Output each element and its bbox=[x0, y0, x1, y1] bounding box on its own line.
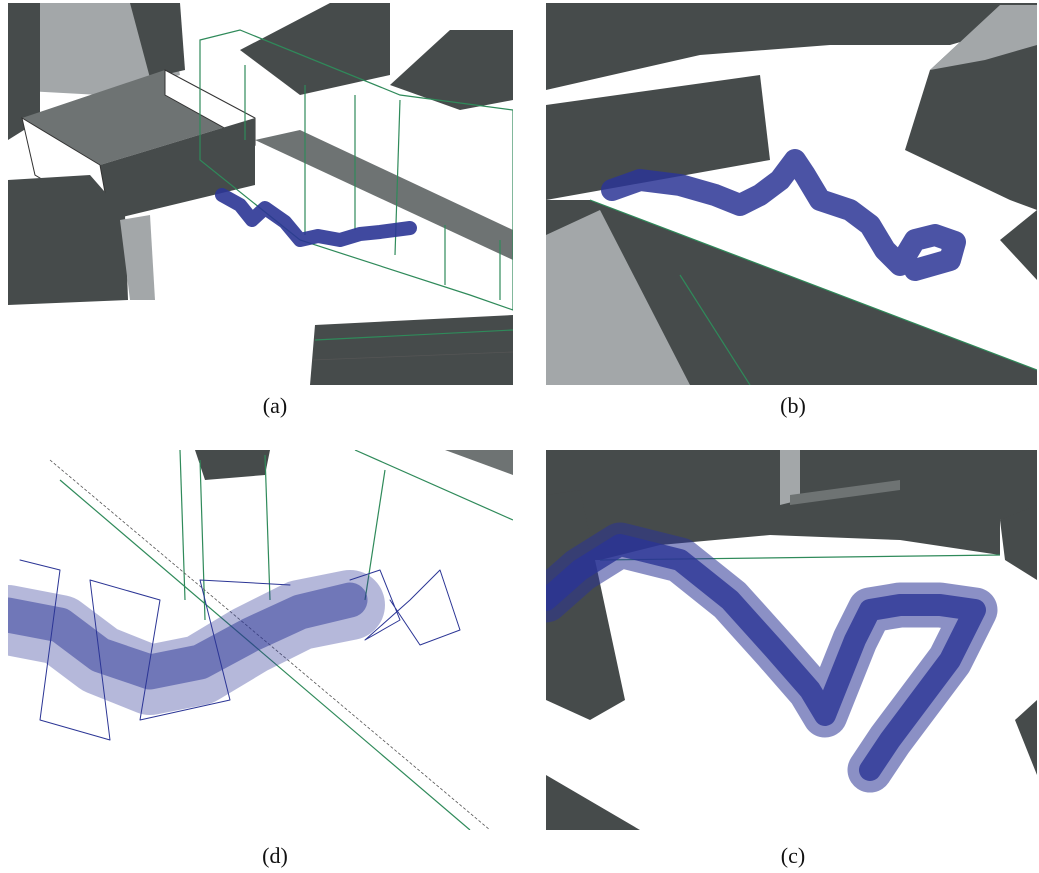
panel-b bbox=[546, 3, 1037, 385]
figure: (a) (b) (d) bbox=[0, 0, 1039, 873]
caption: (d) bbox=[262, 843, 288, 868]
caption: (b) bbox=[780, 393, 806, 418]
wall-block bbox=[195, 450, 270, 480]
caption: (c) bbox=[781, 843, 805, 868]
panel-c bbox=[546, 450, 1037, 830]
panel-a bbox=[8, 3, 513, 385]
caption: (a) bbox=[263, 393, 287, 418]
panel-d bbox=[8, 450, 513, 830]
page: (a) (b) (d) bbox=[0, 0, 1039, 873]
wall-block bbox=[310, 315, 513, 385]
